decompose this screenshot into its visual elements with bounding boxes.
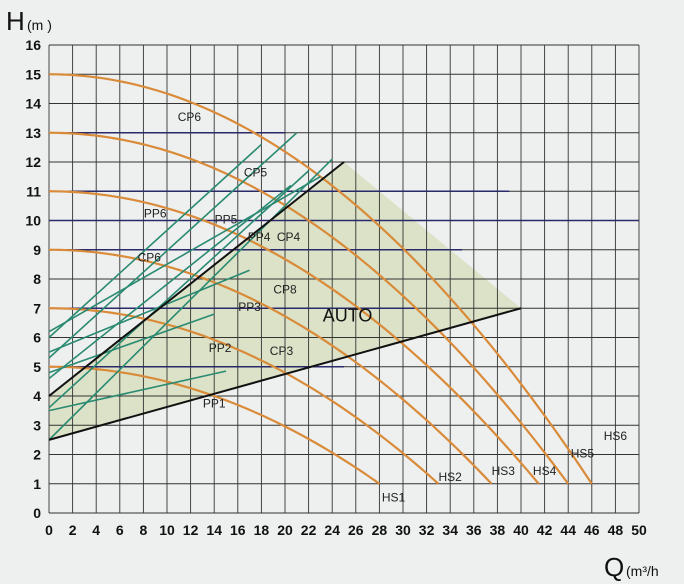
x-tick-label: 14 bbox=[206, 522, 222, 538]
x-tick-label: 6 bbox=[116, 522, 124, 538]
y-tick-label: 11 bbox=[26, 183, 41, 199]
x-tick-label: 0 bbox=[45, 522, 53, 538]
x-tick-label: 10 bbox=[159, 522, 175, 538]
x-tick-label: 28 bbox=[372, 522, 388, 538]
hs-curve-hs5 bbox=[48, 131, 570, 485]
y-tick-label: 7 bbox=[33, 300, 41, 316]
y-tick-label: 10 bbox=[25, 213, 41, 229]
y-tick-label: 3 bbox=[33, 417, 41, 433]
cp-line-cp8 bbox=[48, 184, 292, 380]
cp-line-cp3 bbox=[48, 158, 333, 441]
curve-label-pp1: PP1 bbox=[203, 397, 226, 411]
x-tick-label: 50 bbox=[631, 522, 647, 538]
x-tick-label: 40 bbox=[513, 522, 529, 538]
y-tick-label: 9 bbox=[33, 242, 41, 258]
y-tick-label: 5 bbox=[33, 359, 41, 375]
x-tick-label: 42 bbox=[537, 522, 553, 538]
curve-label-pp4: PP4 bbox=[248, 230, 271, 244]
x-tick-label: 24 bbox=[324, 522, 340, 538]
curve-label-hs6: HS6 bbox=[604, 429, 628, 443]
x-tick-label: 4 bbox=[92, 522, 100, 538]
curve-label-cp5: CP5 bbox=[244, 166, 268, 180]
x-tick-label: 16 bbox=[230, 522, 246, 538]
y-tick-label: 8 bbox=[33, 271, 41, 287]
curve-label-cp4: CP4 bbox=[277, 230, 301, 244]
auto-region-label: AUTO bbox=[323, 305, 373, 325]
x-tick-label: 32 bbox=[419, 522, 435, 538]
cp-line-cp4 bbox=[48, 170, 310, 409]
x-tick-label: 2 bbox=[69, 522, 77, 538]
pp-line-pp2 bbox=[48, 313, 215, 374]
pp-line-pp1 bbox=[48, 370, 227, 412]
y-axis-title: H bbox=[6, 6, 25, 36]
x-tick-label: 36 bbox=[466, 522, 482, 538]
x-tick-label: 20 bbox=[277, 522, 293, 538]
y-tick-label: 6 bbox=[33, 330, 41, 346]
y-tick-label: 1 bbox=[33, 476, 41, 492]
curve-label-cp8: CP8 bbox=[273, 283, 297, 297]
curve-label-hs4: HS4 bbox=[533, 464, 557, 478]
hs-curve-hs2 bbox=[48, 307, 440, 485]
x-tick-label: 38 bbox=[490, 522, 506, 538]
y-axis-unit: (m ) bbox=[27, 17, 52, 33]
y-tick-label: 0 bbox=[33, 505, 41, 521]
y-tick-label: 14 bbox=[25, 96, 41, 112]
curve-label-cp6: CP6 bbox=[178, 110, 202, 124]
x-tick-label: 22 bbox=[301, 522, 317, 538]
cp-line-cp6 bbox=[48, 143, 262, 339]
hs-curve-hs1 bbox=[48, 365, 381, 485]
x-tick-label: 34 bbox=[442, 522, 458, 538]
y-tick-label: 2 bbox=[33, 447, 41, 463]
pp-line-pp3 bbox=[48, 269, 250, 353]
x-tick-label: 30 bbox=[395, 522, 411, 538]
curve-label-pp6: PP6 bbox=[144, 207, 167, 221]
x-tick-label: 8 bbox=[140, 522, 148, 538]
curve-label-pp2: PP2 bbox=[209, 341, 232, 355]
pp-line-pp4 bbox=[48, 175, 321, 333]
curve-label-hs1: HS1 bbox=[382, 490, 406, 504]
hs-curve-hs3 bbox=[48, 248, 493, 485]
x-tick-label: 12 bbox=[183, 522, 199, 538]
x-tick-label: 46 bbox=[584, 522, 600, 538]
hs-curve-hs4 bbox=[48, 190, 540, 485]
curve-label-cp6: CP6 bbox=[138, 250, 162, 264]
auto-boundary-line bbox=[48, 161, 345, 397]
curve-label-pp3: PP3 bbox=[238, 300, 261, 314]
x-tick-label: 44 bbox=[560, 522, 576, 538]
y-tick-label: 16 bbox=[25, 37, 41, 53]
y-tick-label: 15 bbox=[25, 66, 41, 82]
curve-label-hs5: HS5 bbox=[571, 446, 595, 460]
y-tick-label: 4 bbox=[33, 388, 41, 404]
x-axis-title: Q bbox=[604, 552, 624, 582]
curve-label-cp3: CP3 bbox=[270, 344, 294, 358]
curve-label-hs3: HS3 bbox=[492, 464, 516, 478]
y-tick-label: 13 bbox=[25, 125, 41, 141]
x-axis-unit: (m³/h bbox=[626, 563, 659, 579]
y-tick-label: 12 bbox=[25, 154, 41, 170]
x-tick-label: 18 bbox=[254, 522, 270, 538]
curve-label-pp5: PP5 bbox=[215, 212, 238, 226]
cp-line-cp5 bbox=[48, 132, 298, 359]
x-tick-label: 26 bbox=[348, 522, 364, 538]
x-tick-label: 48 bbox=[608, 522, 624, 538]
curve-label-hs2: HS2 bbox=[439, 470, 463, 484]
auto-boundary-line bbox=[48, 307, 522, 441]
